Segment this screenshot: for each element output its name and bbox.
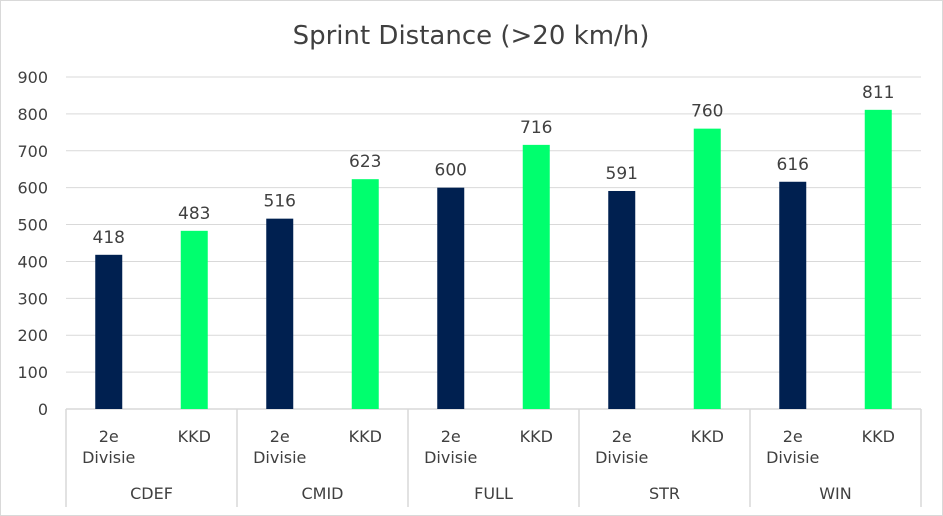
group-label: FULL (474, 484, 513, 503)
bar (779, 181, 807, 409)
bar (180, 230, 208, 409)
data-label: 483 (178, 204, 210, 224)
subcategory-label: KKD (691, 427, 724, 446)
data-label: 418 (93, 228, 125, 248)
bar (864, 109, 892, 409)
group-label: STR (649, 484, 680, 503)
y-tick-label: 400 (17, 252, 48, 271)
y-tick-label: 0 (38, 400, 48, 419)
group-label: CDEF (130, 484, 173, 503)
y-tick-label: 500 (17, 216, 48, 235)
y-tick-label: 900 (17, 68, 48, 87)
subcategory-label: 2e Divisie (253, 427, 306, 467)
subcategory-label: 2e Divisie (595, 427, 648, 467)
subcategory-label: KKD (862, 427, 895, 446)
data-label: 600 (435, 161, 467, 181)
data-label: 591 (606, 164, 638, 184)
data-label: 760 (691, 102, 723, 122)
data-label: 811 (862, 83, 894, 103)
data-label: 516 (264, 192, 296, 212)
y-tick-label: 300 (17, 289, 48, 308)
bar (522, 144, 550, 409)
y-tick-label: 100 (17, 363, 48, 382)
group-label: CMID (301, 484, 343, 503)
bar (437, 187, 465, 409)
subcategory-label: 2e Divisie (82, 427, 135, 467)
bar (266, 218, 294, 409)
data-label: 716 (520, 118, 552, 138)
bar (95, 254, 123, 409)
y-tick-label: 800 (17, 105, 48, 124)
subcategory-label: KKD (349, 427, 382, 446)
chart-title: Sprint Distance (>20 km/h) (293, 21, 650, 51)
bar (608, 190, 636, 409)
data-label: 616 (777, 155, 809, 175)
subcategory-label: KKD (520, 427, 553, 446)
y-tick-label: 200 (17, 326, 48, 345)
subcategory-label: 2e Divisie (766, 427, 819, 467)
subcategory-label: KKD (178, 427, 211, 446)
data-label: 623 (349, 152, 381, 172)
bar (693, 128, 721, 409)
subcategory-label: 2e Divisie (424, 427, 477, 467)
bar (351, 179, 379, 409)
group-label: WIN (819, 484, 852, 503)
y-tick-label: 600 (17, 179, 48, 198)
y-tick-label: 700 (17, 142, 48, 161)
